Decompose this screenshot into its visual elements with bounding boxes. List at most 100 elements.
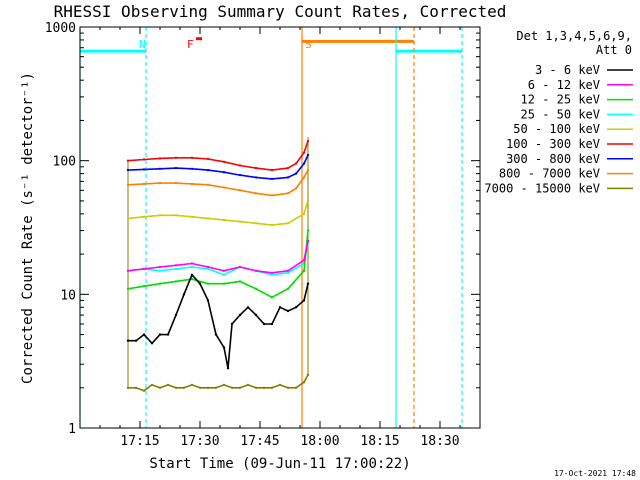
series-line-3-6-kev	[128, 273, 309, 370]
data-point	[278, 306, 282, 309]
x-axis-label: Start Time (09-Jun-11 17:00:22)	[149, 456, 410, 472]
data-point	[286, 176, 290, 179]
data-point	[294, 162, 298, 165]
data-point	[150, 342, 154, 345]
y-tick-label: 10	[60, 288, 76, 303]
data-point	[302, 176, 306, 179]
data-point	[174, 267, 178, 271]
data-point	[270, 168, 274, 172]
data-point	[158, 167, 162, 170]
legend-header-2: Att 0	[596, 43, 632, 57]
data-point	[174, 386, 178, 389]
data-point	[206, 217, 210, 220]
data-point	[190, 262, 194, 265]
data-point	[198, 386, 202, 389]
data-point	[238, 220, 242, 223]
data-point	[302, 381, 306, 384]
legend-label: 50 - 100 keV	[513, 122, 600, 136]
data-point	[142, 389, 146, 392]
annotation-s: S	[305, 38, 312, 51]
data-point	[166, 383, 170, 387]
data-point	[158, 265, 162, 269]
legend-label: 800 - 7000 keV	[499, 167, 600, 181]
data-point	[270, 386, 274, 389]
series-line-100-300-kev	[127, 140, 309, 171]
data-point	[222, 273, 226, 276]
data-point	[166, 333, 170, 336]
data-point	[262, 386, 266, 389]
data-point	[126, 386, 130, 389]
data-point	[270, 273, 274, 276]
data-point	[254, 222, 258, 225]
data-point	[142, 158, 146, 161]
data-point	[222, 346, 226, 349]
data-point	[286, 287, 290, 290]
data-point	[306, 282, 310, 285]
data-point	[270, 177, 274, 181]
data-point	[270, 223, 274, 227]
data-point	[142, 168, 146, 171]
data-point	[294, 306, 298, 309]
data-point	[302, 299, 306, 302]
data-point	[238, 189, 242, 192]
data-point	[286, 269, 290, 272]
data-point	[142, 333, 146, 336]
data-point	[174, 264, 178, 267]
legend-label: 6 - 12 keV	[528, 78, 600, 92]
series-line-300-800-kev	[127, 154, 309, 180]
legend-header-1: Det 1,3,4,5,6,9,	[516, 29, 632, 43]
data-point	[302, 259, 306, 262]
data-point	[126, 217, 130, 220]
data-point	[302, 162, 306, 165]
data-point	[206, 168, 210, 172]
series-line-6-12-kev	[127, 240, 309, 274]
data-point	[278, 383, 282, 387]
data-point	[158, 269, 162, 272]
data-point	[222, 186, 226, 189]
data-point	[142, 285, 146, 288]
data-point	[294, 187, 298, 190]
data-point	[126, 183, 130, 186]
data-point	[222, 383, 226, 387]
data-point	[190, 156, 194, 159]
flare-marker	[196, 37, 202, 41]
data-point	[286, 271, 290, 274]
data-point	[254, 176, 258, 179]
data-point	[174, 166, 178, 170]
legend-label: 3 - 6 keV	[535, 63, 600, 77]
data-point	[222, 282, 226, 285]
data-point	[126, 269, 130, 272]
data-point	[190, 215, 194, 218]
data-point	[182, 386, 186, 389]
data-point	[270, 271, 274, 274]
data-point	[150, 383, 154, 387]
data-point	[286, 222, 290, 225]
data-point	[190, 383, 194, 387]
data-point	[174, 156, 178, 159]
legend-label: 100 - 300 keV	[506, 137, 600, 151]
y-tick-label: 1000	[45, 21, 76, 36]
data-point	[190, 182, 194, 186]
data-point	[230, 386, 234, 389]
data-point	[206, 282, 210, 285]
data-point	[306, 229, 310, 232]
data-point	[302, 269, 306, 272]
data-point	[206, 265, 210, 269]
chart-title: RHESSI Observing Summary Count Rates, Co…	[54, 2, 507, 21]
data-point	[214, 333, 218, 336]
data-point	[246, 383, 250, 387]
data-point	[238, 265, 242, 269]
legend-label: 25 - 50 keV	[521, 107, 600, 121]
data-point	[294, 172, 298, 175]
data-point	[254, 386, 258, 389]
data-point	[206, 183, 210, 186]
data-point	[306, 373, 310, 376]
y-axis-label: Corrected Count Rate (s⁻¹ detector⁻¹)	[20, 72, 36, 384]
data-point	[286, 192, 290, 195]
series-line-50-100-kev	[127, 200, 309, 226]
data-point	[206, 386, 210, 389]
data-point	[134, 386, 138, 389]
